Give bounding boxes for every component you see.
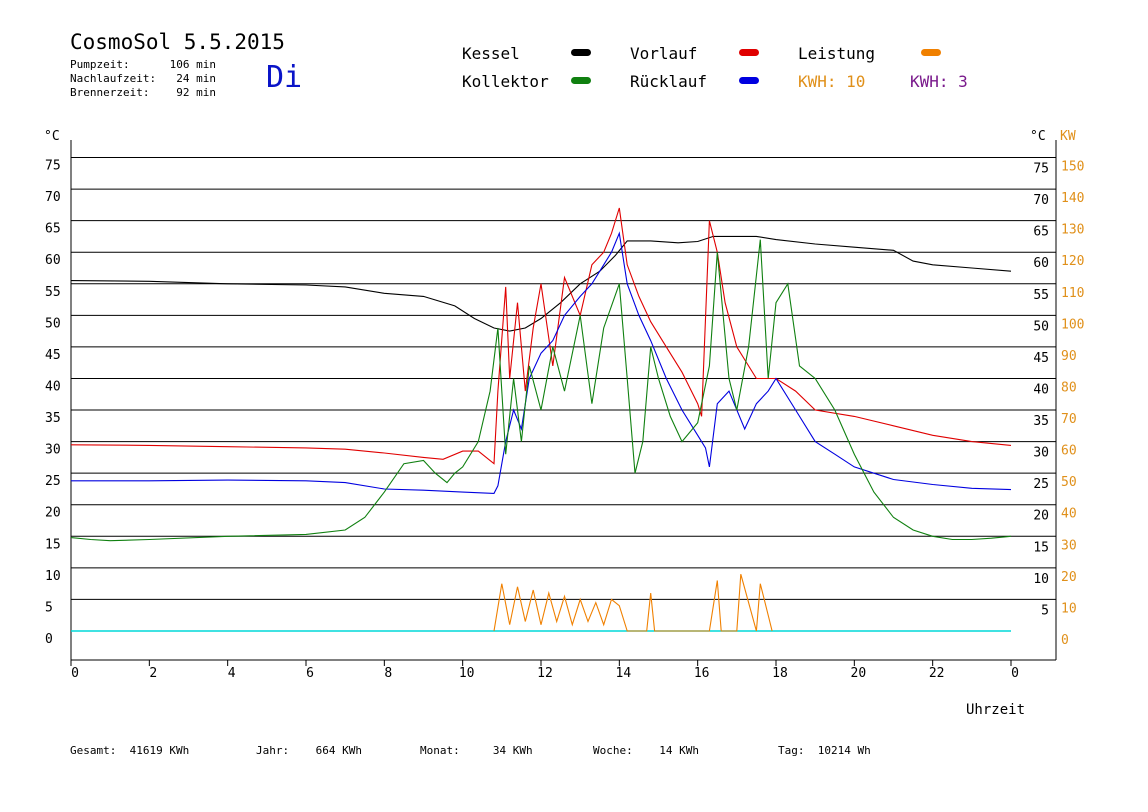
legend-kessel-label: Kessel	[462, 44, 520, 63]
x-tick-label: 2	[149, 666, 157, 681]
y2-tick: 0	[1061, 633, 1069, 648]
x-tick-label: 6	[306, 666, 314, 681]
y2-tick: 10	[1061, 601, 1077, 616]
y2-tick: 40	[1061, 507, 1077, 522]
y-tick-right: 55	[1033, 288, 1049, 303]
y-tick-left: 15	[45, 537, 61, 552]
legend-ruecklauf-label: Rücklauf	[630, 72, 708, 91]
nachlaufzeit-value: 24 min	[176, 72, 216, 85]
footer-tag: Tag: 10214 Wh	[778, 744, 871, 757]
x-tick-label: 10	[459, 666, 475, 681]
y-tick-left: 65	[45, 222, 61, 237]
y-tick-left: 30	[45, 443, 61, 458]
legend-leistung-label: Leistung	[798, 44, 876, 63]
pumpzeit-value: 106 min	[169, 58, 216, 71]
legend-kollektor-label: Kollektor	[462, 72, 549, 91]
y-axis-left-unit: °C	[44, 129, 60, 144]
x-tick-label: 8	[384, 666, 392, 681]
y2-tick: 70	[1061, 412, 1077, 427]
x-tick-label: 16	[694, 666, 710, 681]
brennerzeit-value: 92 min	[176, 86, 216, 99]
y-tick-left: 40	[45, 379, 61, 394]
y-tick-right: 65	[1033, 225, 1049, 240]
y-tick-right: 25	[1033, 477, 1049, 492]
footer-jahr: Jahr: 664 KWh	[256, 744, 362, 757]
x-tick-label: 22	[929, 666, 945, 681]
x-tick-label: 14	[616, 666, 632, 681]
legend-leistung-swatch	[921, 49, 941, 56]
y2-tick: 130	[1061, 223, 1084, 238]
y2-tick: 30	[1061, 538, 1077, 553]
y-tick-right: 10	[1033, 572, 1049, 587]
legend-ruecklauf-swatch	[739, 77, 759, 84]
legend-vorlauf-label: Vorlauf	[630, 44, 698, 63]
x-tick-label: 18	[772, 666, 788, 681]
y-tick-left: 50	[45, 316, 61, 331]
y-tick-left: 25	[45, 474, 61, 489]
y2-axis-unit: KW	[1060, 129, 1076, 144]
y2-tick: 110	[1061, 286, 1084, 301]
y2-tick: 50	[1061, 475, 1077, 490]
series-kollektor-line	[70, 239, 1012, 542]
y-tick-right: 45	[1033, 351, 1049, 366]
kwh-solar: KWH: 10	[798, 72, 866, 91]
y-tick-left: 10	[45, 569, 61, 584]
y2-tick: 100	[1061, 317, 1084, 332]
x-tick-label: 12	[537, 666, 553, 681]
y-tick-left: 0	[45, 632, 53, 647]
y-tick-right: 40	[1033, 382, 1049, 397]
pumpzeit-label: Pumpzeit:	[70, 58, 130, 71]
series-leistung-line	[493, 574, 773, 632]
y-tick-right: 75	[1033, 162, 1049, 177]
x-tick-label: 4	[228, 666, 236, 681]
y2-tick: 120	[1061, 254, 1084, 269]
y-tick-left: 45	[45, 348, 61, 363]
y-tick-left: 55	[45, 285, 61, 300]
brennerzeit-label: Brennerzeit:	[70, 86, 150, 99]
y-tick-right: 60	[1033, 256, 1049, 271]
legend-kollektor-swatch	[571, 77, 591, 84]
y2-tick: 80	[1061, 380, 1077, 395]
y-tick-left: 35	[45, 411, 61, 426]
footer-woche: Woche: 14 KWh	[593, 744, 699, 757]
y-tick-left: 60	[45, 253, 61, 268]
legend-kessel-swatch	[571, 49, 591, 56]
y-tick-right: 30	[1033, 446, 1049, 461]
series-rcklauf-line	[71, 231, 1012, 494]
y-tick-right: 35	[1033, 414, 1049, 429]
y2-tick: 20	[1061, 570, 1077, 585]
series-vorlauf-line	[70, 207, 1012, 465]
y-tick-left: 70	[45, 190, 61, 205]
y-axis-right-unit: °C	[1030, 129, 1046, 144]
y-tick-right: 20	[1033, 509, 1049, 524]
y-tick-right: 15	[1033, 540, 1049, 555]
y2-tick: 140	[1061, 191, 1084, 206]
footer-monat: Monat: 34 KWh	[420, 744, 533, 757]
chart-title: CosmoSol 5.5.2015	[70, 30, 285, 54]
kwh-burner: KWH: 3	[910, 72, 968, 91]
nachlaufzeit-label: Nachlaufzeit:	[70, 72, 157, 85]
y-tick-left: 75	[45, 159, 61, 174]
y-tick-left: 20	[45, 506, 61, 521]
y-tick-right: 70	[1033, 193, 1049, 208]
y2-tick: 60	[1061, 444, 1077, 459]
y-tick-right: 50	[1033, 319, 1049, 334]
x-tick-label: 20	[851, 666, 867, 681]
y2-tick: 150	[1061, 160, 1084, 175]
footer-gesamt: Gesamt: 41619 KWh	[70, 744, 190, 757]
series-kessel-line	[70, 235, 1012, 332]
y-tick-right: 5	[1041, 603, 1049, 618]
y2-tick: 90	[1061, 349, 1077, 364]
legend-vorlauf-swatch	[739, 49, 759, 56]
x-tick-label: 0	[71, 666, 79, 681]
x-axis-label: Uhrzeit	[966, 702, 1026, 718]
x-tick-label: 0	[1011, 666, 1019, 681]
y-tick-left: 5	[45, 600, 53, 615]
weekday-label: Di	[266, 60, 303, 95]
